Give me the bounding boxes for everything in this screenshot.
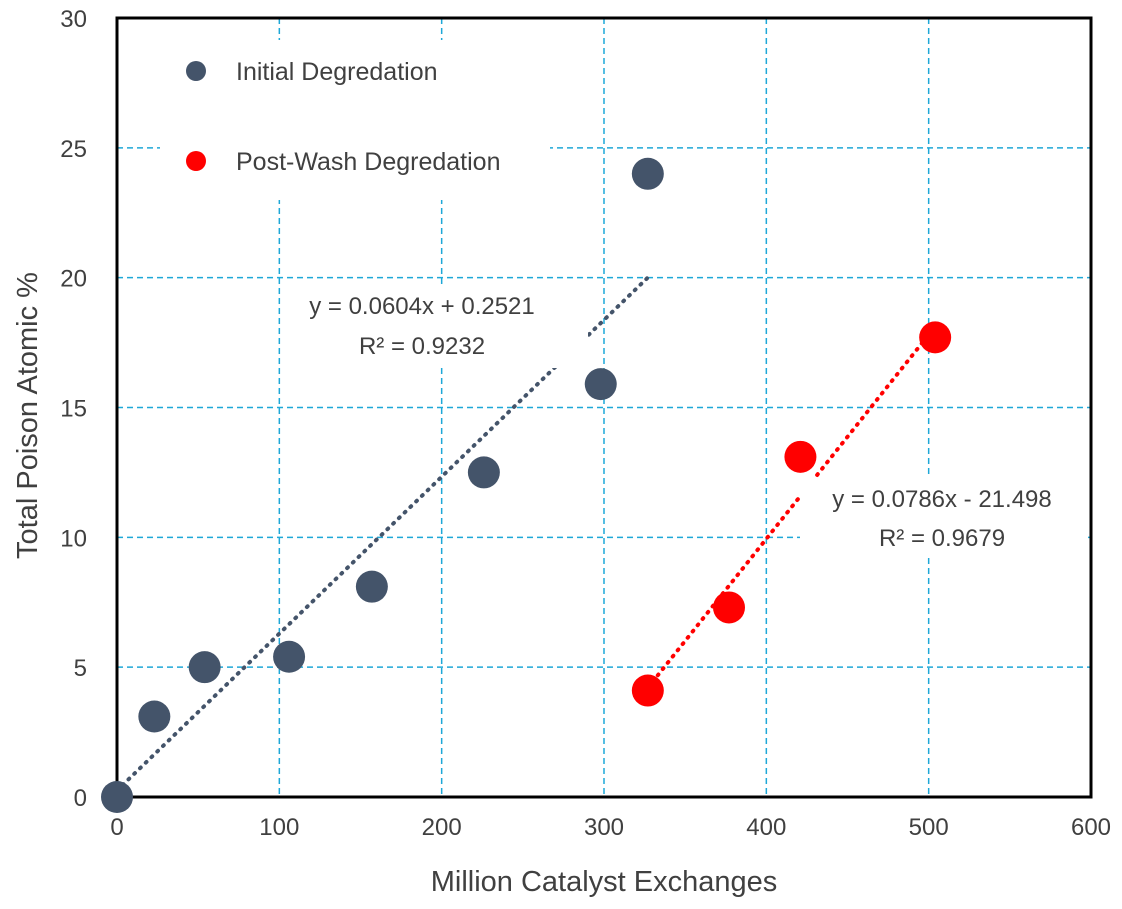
trendline-equation-post-wash: y = 0.0786x - 21.498 [832, 486, 1052, 513]
trendline-1 [645, 324, 938, 690]
x-tick-label: 500 [909, 814, 949, 841]
x-tick-label: 600 [1071, 814, 1111, 841]
legend-label-post-wash: Post-Wash Degredation [236, 148, 500, 176]
tick-labels: 0 100 200 300 400 500 600 0 5 10 15 20 25 30 [60, 6, 1111, 841]
x-axis-title: Million Catalyst Exchanges [431, 866, 778, 898]
data-point-initial [101, 781, 133, 813]
data-point-post-wash [712, 591, 745, 624]
y-tick-label: 10 [60, 525, 87, 552]
data-point-initial [467, 456, 500, 489]
x-tick-label: 200 [422, 814, 462, 841]
y-axis-title: Total Poison Atomic % [12, 272, 44, 559]
legend-marker-initial [186, 61, 206, 81]
data-point-initial [355, 570, 388, 603]
data-point-post-wash [919, 321, 952, 354]
trendline-r2-post-wash: R² = 0.9679 [879, 525, 1005, 552]
x-tick-label: 400 [746, 814, 786, 841]
x-tick-label: 0 [110, 814, 123, 841]
y-tick-label: 25 [60, 136, 87, 163]
y-tick-label: 5 [74, 655, 87, 682]
data-point-post-wash [784, 440, 817, 473]
data-point-post-wash [631, 674, 664, 707]
plot-frame [115, 16, 1093, 799]
data-point-initial [631, 157, 664, 190]
trendline-label-background-initial [282, 284, 588, 368]
legend-marker-post-wash [186, 151, 206, 171]
legend: Initial Degredation Post-Wash Degredatio… [186, 58, 500, 176]
data-point-initial [273, 640, 306, 673]
x-tick-label: 100 [259, 814, 299, 841]
data-point-initial [138, 700, 171, 733]
y-tick-label: 20 [60, 266, 87, 293]
legend-label-initial: Initial Degredation [236, 58, 438, 86]
x-tick-label: 300 [584, 814, 624, 841]
trendline-label-post-wash: y = 0.0786x - 21.498 R² = 0.9679 [832, 486, 1052, 552]
trendline-label-initial: y = 0.0604x + 0.2521 R² = 0.9232 [309, 293, 535, 360]
y-tick-label: 30 [60, 6, 87, 33]
data-point-initial [188, 651, 221, 684]
data-point-initial [584, 368, 617, 401]
trendline-label-background-post-wash [800, 478, 1088, 558]
trendline-equation-initial: y = 0.0604x + 0.2521 [309, 293, 535, 320]
data-points [101, 157, 952, 813]
trendline-r2-initial: R² = 0.9232 [359, 333, 485, 360]
y-tick-label: 0 [74, 785, 87, 812]
y-tick-label: 15 [60, 396, 87, 423]
legend-background [160, 40, 550, 200]
